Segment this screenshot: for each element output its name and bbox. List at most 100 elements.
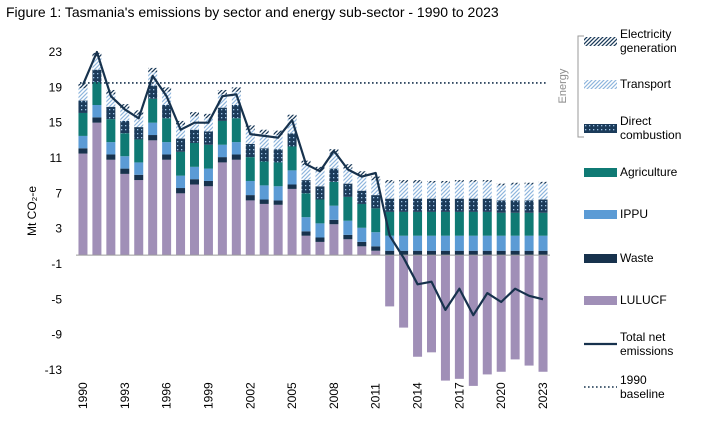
bar-transport-2021 (510, 184, 520, 201)
bar-agriculture-2015 (427, 211, 436, 236)
legend-label-elec: Electricity (620, 27, 671, 41)
bar-lulucf-2012 (385, 255, 395, 307)
x-tick-label: 2020 (494, 382, 508, 409)
bar-electricity-generation-2022 (524, 182, 534, 185)
bar-electricity-generation-2020 (496, 183, 506, 186)
bar-transport-2014 (413, 182, 423, 199)
bar-agriculture-2001 (231, 118, 241, 143)
bar-electricity-generation-2017 (454, 180, 464, 182)
bar-electricity-generation-2011 (371, 176, 381, 181)
bar-agriculture-1992 (106, 119, 116, 143)
y-tick-label: 7 (55, 186, 62, 200)
bar-ippu-1995 (148, 122, 158, 136)
bar-direct-combustion-2021 (510, 200, 520, 213)
bar-waste-1992 (106, 154, 116, 160)
bar-lulucf-2018 (468, 255, 478, 386)
bar-transport-2013 (399, 182, 409, 199)
bar-transport-2022 (524, 184, 534, 201)
bar-agriculture-2007 (315, 199, 325, 224)
bar-ippu-1994 (134, 162, 144, 175)
bar-ippu-2011 (371, 232, 381, 247)
bar-ippu-2017 (454, 235, 464, 251)
bar-agriculture-2009 (343, 196, 353, 221)
bar-agriculture-2013 (399, 211, 409, 236)
legend-label-base: baseline (620, 387, 665, 401)
bar-lulucf-1996 (162, 159, 172, 256)
bar-electricity-generation-2007 (315, 166, 325, 172)
x-tick-label: 2017 (452, 382, 466, 409)
y-tick-label: -5 (51, 292, 62, 306)
bar-agriculture-2000 (217, 120, 227, 145)
bar-direct-combustion-1993 (120, 120, 130, 134)
y-axis: 23 19 15 11 7 3 -1 -5 -9 -13 Mt CO₂-e (25, 45, 62, 377)
bar-ippu-2020 (496, 235, 506, 251)
bar-waste-2007 (315, 237, 325, 242)
legend-swatch-lulucf (584, 296, 617, 305)
bar-agriculture-2019 (482, 211, 492, 236)
bar-electricity-generation-2002 (245, 125, 255, 130)
bar-lulucf-2005 (287, 188, 297, 256)
legend-swatch-waste (584, 254, 617, 263)
bar-agriculture-2016 (440, 211, 450, 236)
bar-lulucf-2022 (524, 255, 534, 366)
bar-transport-2002 (245, 129, 255, 144)
bar-ippu-1992 (106, 142, 116, 155)
bar-direct-combustion-2008 (329, 168, 339, 182)
bar-direct-combustion-2003 (259, 148, 269, 162)
bar-transport-2008 (329, 153, 339, 169)
bar-transport-2000 (217, 94, 227, 108)
bar-agriculture-1996 (162, 118, 172, 143)
bar-agriculture-2018 (468, 211, 478, 236)
y-tick-label: 11 (50, 151, 63, 165)
bar-electricity-generation-2016 (440, 180, 450, 183)
legend-swatch-elec (584, 37, 617, 46)
bar-ippu-2005 (287, 170, 297, 185)
legend-swatch-transport (584, 80, 617, 89)
bar-waste-2008 (329, 219, 339, 225)
bar-lulucf-1999 (203, 186, 213, 256)
bar-transport-1999 (203, 118, 213, 132)
bar-direct-combustion-2019 (482, 198, 492, 212)
legend-label-agri: Agriculture (620, 165, 678, 179)
bar-direct-combustion-2020 (496, 200, 506, 213)
bar-direct-combustion-2005 (287, 133, 297, 147)
bar-electricity-generation-2014 (413, 180, 423, 183)
bar-ippu-2018 (468, 235, 478, 251)
bar-waste-2012 (385, 250, 395, 256)
bar-direct-combustion-1994 (134, 127, 144, 140)
bar-ippu-2013 (399, 235, 409, 251)
bar-lulucf-2008 (329, 224, 339, 256)
bar-transport-2017 (454, 181, 464, 199)
bar-lulucf-2011 (371, 250, 381, 256)
bar-electricity-generation-1995 (148, 67, 158, 73)
y-tick-label: -9 (51, 328, 62, 342)
bar-waste-2014 (413, 250, 423, 256)
bar-ippu-2007 (315, 223, 325, 238)
bar-waste-2023 (538, 250, 548, 256)
bar-agriculture-1993 (120, 133, 130, 157)
x-tick-label: 1996 (160, 382, 174, 409)
x-tick-label: 1999 (201, 382, 215, 409)
bar-direct-combustion-2007 (315, 186, 325, 200)
x-axis: 1990 1993 1996 1999 2002 2005 2008 2011 2014 2017… (76, 382, 550, 409)
bar-transport-2005 (287, 119, 297, 134)
bar-electricity-generation-2015 (427, 180, 436, 183)
bar-electricity-generation-2019 (482, 180, 492, 182)
bar-direct-combustion-2023 (538, 199, 548, 213)
bar-agriculture-2022 (524, 212, 534, 236)
bar-electricity-generation-2009 (343, 164, 353, 169)
bar-lulucf-2021 (510, 255, 520, 360)
bar-lulucf-2020 (496, 255, 506, 372)
bar-ippu-2014 (413, 235, 423, 251)
bar-waste-2018 (468, 250, 478, 256)
bar-waste-1990 (78, 148, 88, 154)
bar-direct-combustion-2004 (273, 149, 283, 163)
bar-lulucf-1993 (120, 173, 130, 256)
bar-electricity-generation-1994 (134, 110, 144, 115)
bar-ippu-2019 (482, 235, 492, 251)
bar-agriculture-2014 (413, 211, 423, 236)
bar-agriculture-1994 (134, 139, 144, 163)
bar-transport-2010 (357, 175, 367, 191)
bar-lulucf-2017 (454, 255, 464, 379)
